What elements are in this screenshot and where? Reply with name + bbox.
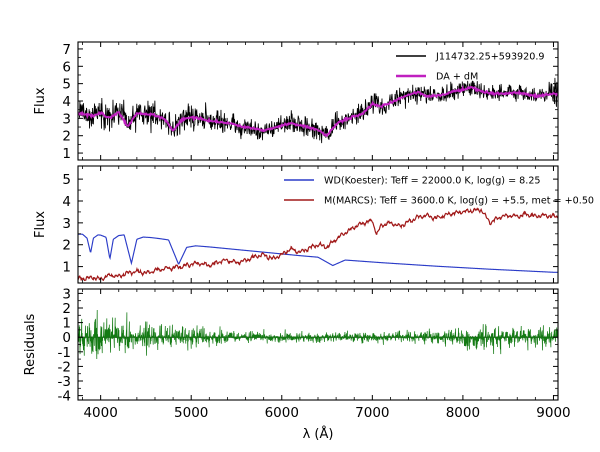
y-tick-label: 0 (62, 330, 71, 346)
y-tick-label: 7 (62, 42, 71, 58)
y-tick-label: 5 (62, 172, 71, 188)
legend-label: DA + dM (436, 72, 478, 83)
y-tick-label: 2 (62, 301, 71, 317)
y-tick-label: 5 (62, 77, 71, 93)
series-wd-model (78, 233, 558, 273)
y-tick-label: 1 (62, 260, 71, 276)
x-tick-label: 6000 (265, 405, 299, 421)
y-tick-label: 6 (62, 59, 71, 75)
x-tick-label: 9000 (536, 405, 570, 421)
x-tick-label: 4000 (83, 405, 117, 421)
y-tick-label: 2 (62, 238, 71, 254)
y-tick-label: 3 (62, 111, 71, 127)
y-tick-label: -1 (58, 345, 71, 361)
y-axis-title-middle: Flux (33, 211, 48, 238)
panel-middle: 1 2 3 4 5 Flux WD(Koester): Teff = 22000.0 K, … (33, 165, 594, 284)
y-tick-label: 4 (62, 194, 71, 210)
x-tick-label: 8000 (446, 405, 480, 421)
panel-data-bottom (78, 310, 558, 360)
y-tick-label: 3 (62, 216, 71, 232)
y-tick-label: 4 (62, 94, 71, 110)
y-axis-title-bottom: Residuals (23, 313, 38, 375)
y-tick-label: -2 (58, 359, 71, 375)
x-tick-label: 5000 (174, 405, 208, 421)
panel-data-middle (78, 207, 558, 282)
series-dm-model (78, 207, 558, 282)
panel-data-top (78, 77, 558, 144)
legend-label: J114732.25+593920.9 (435, 52, 545, 63)
y-tick-label: 3 (62, 286, 71, 302)
series-model-spectrum (78, 85, 558, 137)
y-tick-label: 1 (62, 316, 71, 332)
legend-label: WD(Koester): Teff = 22000.0 K, log(g) = … (324, 176, 541, 187)
x-tick-label: 7000 (355, 405, 389, 421)
series-observed-spectrum (78, 77, 558, 144)
panel-top: 12 345 67 Flux J114732.25+593920.9 DA + dM (33, 41, 559, 162)
panel-frame (77, 288, 559, 401)
y-tick-label: 1 (62, 146, 71, 162)
y-tick-label: -3 (58, 374, 71, 390)
legend-label: M(MARCS): Teff = 3600.0 K, log(g) = +5.5… (324, 196, 594, 207)
x-axis-title: λ (Å) (303, 426, 334, 442)
y-tick-label: 2 (62, 129, 71, 145)
series-residuals (78, 310, 558, 360)
y-axis-title-top: Flux (33, 87, 48, 114)
y-tick-label: -4 (58, 389, 71, 405)
